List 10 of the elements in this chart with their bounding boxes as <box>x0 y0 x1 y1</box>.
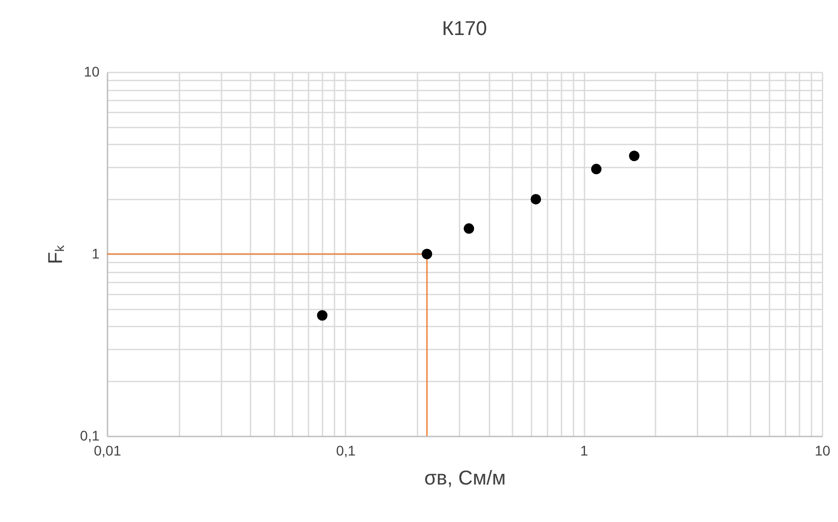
x-tick-label: 10 <box>814 442 830 458</box>
x-tick-label: 1 <box>580 442 588 458</box>
x-axis-title: σв, См/м <box>424 468 506 490</box>
chart-title: К170 <box>442 18 488 40</box>
y-tick-label: 1 <box>92 246 100 262</box>
y-axis-title: Fₖ <box>45 244 68 264</box>
x-tick-label: 0,1 <box>336 442 356 458</box>
y-tick-label: 10 <box>84 64 100 80</box>
y-tick-label: 0,1 <box>80 428 100 444</box>
x-tick-label: 0,01 <box>94 442 122 458</box>
